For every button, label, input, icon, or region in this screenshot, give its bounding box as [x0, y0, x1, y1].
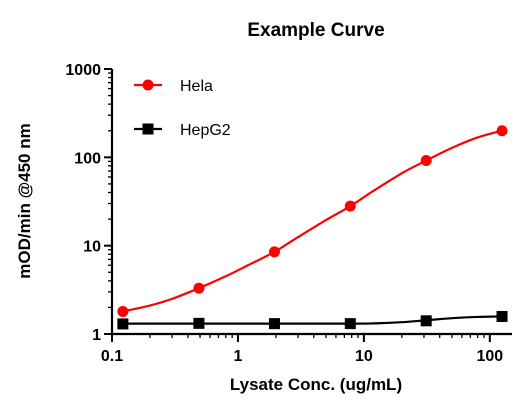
- legend: Hela HepG2: [134, 78, 231, 139]
- series-line-hela: [122, 129, 503, 313]
- chart-title: Example Curve: [247, 20, 384, 41]
- x-tick-label: 1: [233, 348, 242, 365]
- y-tick-label: 1000: [65, 62, 101, 79]
- data-point-hela: [117, 305, 129, 317]
- data-point-hepg2: [420, 315, 432, 327]
- data-point-hepg2: [268, 318, 280, 330]
- x-tick-label: 100: [476, 348, 503, 365]
- data-point-hela: [420, 155, 432, 167]
- data-point-hela: [344, 200, 356, 212]
- data-point-hepg2: [117, 318, 129, 330]
- plot-area: [117, 125, 508, 330]
- y-tick-label: 10: [83, 239, 101, 256]
- legend-marker-hepg2: [142, 123, 154, 135]
- y-tick-label: 1: [92, 327, 101, 344]
- series-line-hepg2: [122, 315, 503, 325]
- y-axis-label: mOD/min @450 nm: [15, 123, 34, 278]
- data-point-hela: [193, 282, 205, 294]
- data-point-hepg2: [496, 310, 508, 322]
- x-tick-label: 10: [355, 348, 373, 365]
- x-tick-label: 0.1: [101, 348, 123, 365]
- x-axis-label: Lysate Conc. (ug/mL): [230, 375, 402, 394]
- data-point-hepg2: [344, 318, 356, 330]
- data-point-hepg2: [193, 317, 205, 329]
- data-point-hela: [496, 125, 508, 137]
- legend-label-hepg2: HepG2: [180, 122, 231, 139]
- data-point-hela: [268, 246, 280, 258]
- y-tick-label: 100: [74, 150, 101, 167]
- legend-marker-hela: [142, 79, 154, 91]
- legend-label-hela: Hela: [180, 78, 213, 95]
